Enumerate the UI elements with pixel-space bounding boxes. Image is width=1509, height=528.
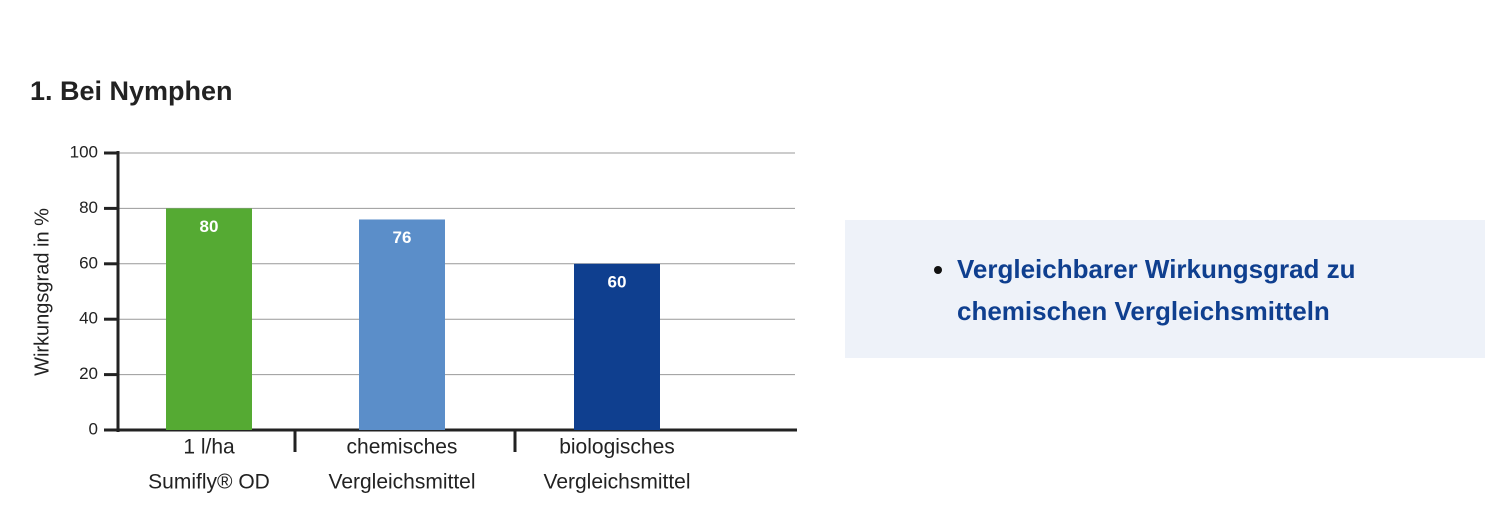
info-panel: Vergleichbarer Wirkungsgrad zu chemische… — [845, 220, 1485, 358]
data-label: 80 — [200, 217, 219, 236]
y-tick-label: 40 — [79, 309, 98, 328]
bar — [359, 219, 445, 430]
data-label: 76 — [393, 228, 412, 247]
bar — [574, 263, 660, 430]
x-tick-label: 1 l/ha — [183, 436, 235, 459]
y-tick-label: 80 — [79, 198, 98, 217]
y-tick-label: 100 — [70, 142, 98, 161]
x-tick-label: biologisches — [559, 436, 675, 459]
x-tick-label: Sumifly® OD — [148, 471, 270, 494]
chart: 1. Bei Nymphen Wirkungsgrad in % 0 20 40 60… — [30, 76, 797, 494]
bullet-list: Vergleichbarer Wirkungsgrad zu chemische… — [905, 248, 1445, 332]
y-tick-label: 0 — [89, 419, 98, 438]
x-tick-label: chemisches — [347, 436, 458, 459]
y-tick-label: 20 — [79, 364, 98, 383]
bar — [166, 208, 252, 430]
x-tick-label: Vergleichsmittel — [543, 471, 690, 494]
y-tick-label: 60 — [79, 253, 98, 272]
chart-title: 1. Bei Nymphen — [30, 76, 233, 106]
bullet-item: Vergleichbarer Wirkungsgrad zu chemische… — [957, 248, 1377, 332]
y-axis-label: Wirkungsgrad in % — [31, 208, 53, 376]
x-tick-label: Vergleichsmittel — [328, 471, 475, 494]
data-label: 60 — [608, 272, 627, 291]
